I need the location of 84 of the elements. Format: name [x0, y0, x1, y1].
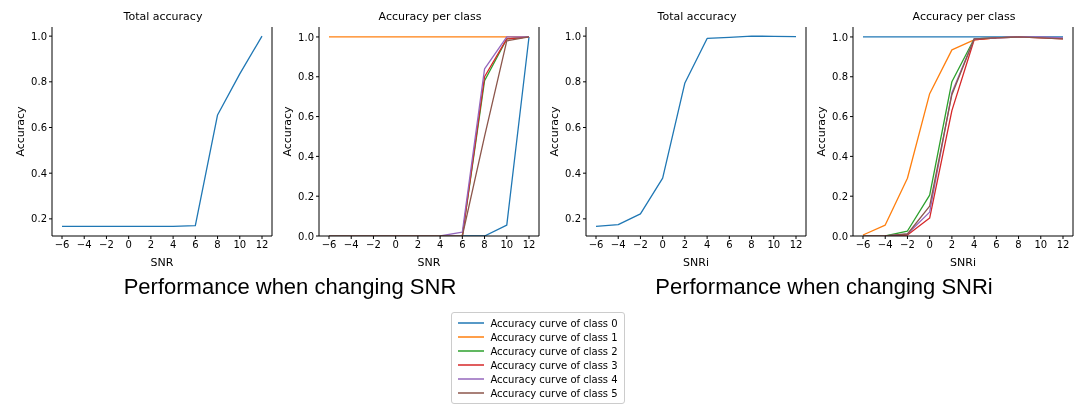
x-tick-label: −4: [877, 239, 893, 251]
y-tick-label: 0.2: [31, 213, 47, 225]
y-tick-label: 0.8: [31, 76, 47, 88]
chart-title: Total accuracy: [122, 10, 204, 23]
x-tick-label: 0: [125, 239, 132, 251]
x-tick-label: 4: [436, 239, 444, 251]
x-tick-label: −2: [99, 239, 114, 251]
x-tick-label: 12: [789, 239, 803, 251]
y-tick-label: 1.0: [832, 31, 848, 43]
legend-label: Accuracy curve of class 5: [490, 387, 618, 399]
legend-label: Accuracy curve of class 3: [490, 359, 618, 371]
text: Performance when changing SNR: [122, 274, 458, 300]
x-tick-label: −6: [321, 239, 337, 251]
x-tick-label: 0: [659, 239, 666, 251]
y-tick-label: 1.0: [298, 31, 314, 43]
x-tick-label: 10: [233, 239, 247, 251]
x-tick-label: 10: [767, 239, 781, 251]
chart-title: Total accuracy: [656, 10, 738, 23]
y-axis-title: Accuracy: [13, 105, 27, 157]
x-tick-label: 12: [522, 239, 536, 251]
x-tick-label: 0: [926, 239, 933, 251]
legend-label: Accuracy curve of class 1: [490, 331, 618, 343]
x-axis-title: SNR: [150, 256, 174, 269]
y-tick-label: 0.2: [832, 190, 848, 202]
y-axis-title: Accuracy: [547, 105, 561, 157]
y-tick-label: 1.0: [31, 30, 47, 42]
x-tick-label: 8: [1015, 239, 1022, 251]
y-tick-label: 0.6: [565, 122, 581, 134]
y-axis-title: Accuracy: [814, 105, 828, 157]
y-tick-label: 0.2: [298, 190, 314, 202]
x-tick-label: −2: [633, 239, 648, 251]
line-series: [595, 35, 797, 228]
x-tick-label: −4: [76, 239, 92, 251]
x-tick-label: −4: [610, 239, 626, 251]
y-tick-label: 0.8: [298, 71, 314, 83]
x-tick-label: 2: [147, 239, 155, 251]
legend-label: Accuracy curve of class 2: [490, 345, 618, 357]
y-tick-label: 0.4: [298, 150, 314, 162]
x-axis-title: SNRi: [683, 256, 709, 269]
x-tick-label: 6: [192, 239, 199, 251]
x-tick-label: 2: [681, 239, 689, 251]
y-tick-label: 0.4: [31, 167, 47, 179]
x-tick-label: −6: [588, 239, 604, 251]
x-tick-label: −2: [366, 239, 381, 251]
x-tick-label: 8: [214, 239, 221, 251]
x-tick-label: 12: [1056, 239, 1070, 251]
line-series: [61, 35, 263, 228]
y-tick-label: 0.4: [565, 167, 581, 179]
y-tick-label: 1.0: [565, 30, 581, 42]
x-tick-label: 6: [459, 239, 466, 251]
x-tick-label: 12: [255, 239, 269, 251]
y-tick-label: 0.4: [832, 150, 848, 162]
y-tick-label: 0.6: [832, 111, 848, 123]
x-tick-label: 2: [414, 239, 422, 251]
y-tick-label: 0.2: [565, 213, 581, 225]
x-tick-label: 8: [748, 239, 755, 251]
chart-title: Accuracy per class: [911, 10, 1017, 23]
x-tick-label: 2: [948, 239, 956, 251]
legend-label: Accuracy curve of class 0: [490, 317, 618, 329]
chart-title: Accuracy per class: [377, 10, 483, 23]
y-tick-label: 0.8: [832, 71, 848, 83]
y-tick-label: 0.6: [31, 122, 47, 134]
y-tick-label: 0.8: [565, 76, 581, 88]
x-tick-label: 4: [970, 239, 978, 251]
text: Performance when changing SNRi: [654, 274, 994, 300]
x-tick-label: −2: [900, 239, 915, 251]
x-tick-label: 8: [481, 239, 488, 251]
x-tick-label: −4: [343, 239, 359, 251]
x-tick-label: 6: [726, 239, 733, 251]
legend-label: Accuracy curve of class 4: [490, 373, 618, 385]
y-axis-title: Accuracy: [280, 105, 294, 157]
x-tick-label: −6: [54, 239, 70, 251]
y-tick-label: 0.0: [298, 230, 314, 242]
x-tick-label: 0: [392, 239, 399, 251]
y-tick-label: 0.6: [298, 111, 314, 123]
x-tick-label: 4: [703, 239, 711, 251]
x-axis-title: SNR: [417, 256, 441, 269]
x-tick-label: 4: [169, 239, 177, 251]
x-tick-label: 10: [1034, 239, 1048, 251]
x-tick-label: −6: [855, 239, 871, 251]
x-axis-title: SNRi: [950, 256, 976, 269]
x-tick-label: 6: [993, 239, 1000, 251]
y-tick-label: 0.0: [832, 230, 848, 242]
x-tick-label: 10: [500, 239, 514, 251]
